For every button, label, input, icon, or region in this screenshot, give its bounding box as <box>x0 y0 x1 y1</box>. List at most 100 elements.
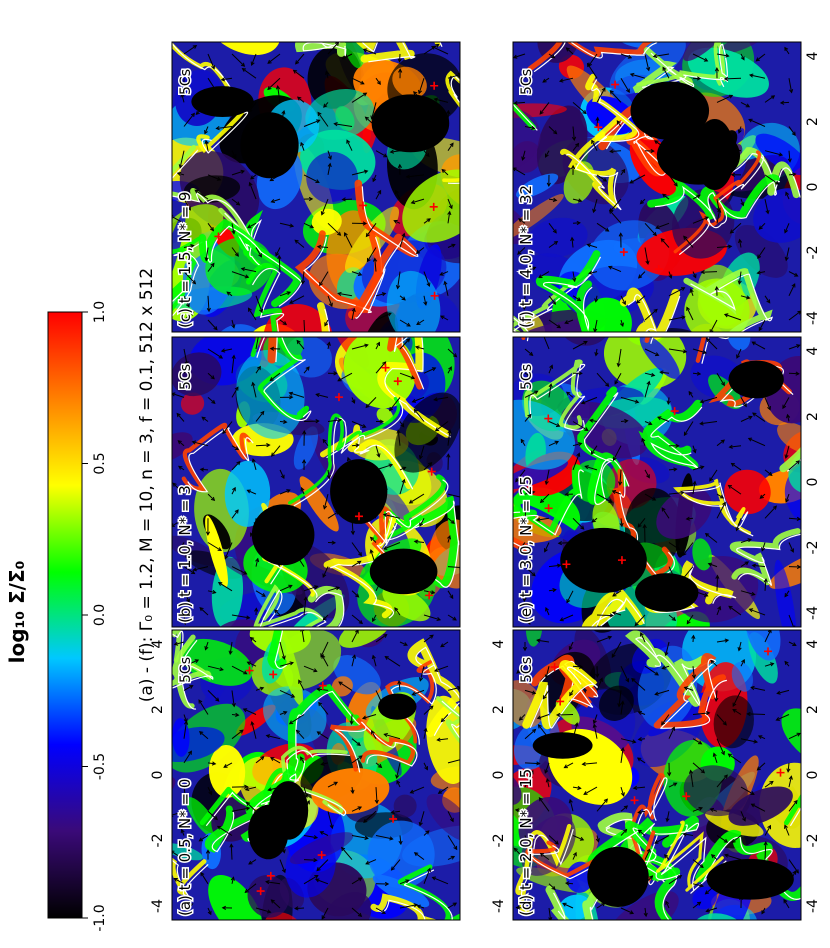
x-tick-label: 0 <box>805 478 821 487</box>
y-tick-label: 2 <box>491 705 507 714</box>
scale-arrow-label: 5Cs <box>178 364 194 390</box>
panel-c-density-map <box>172 42 460 332</box>
sink-particle-marker <box>245 666 254 675</box>
sink-particle-marker <box>670 407 679 416</box>
x-tick-label: -4 <box>805 899 821 913</box>
x-tick-label: 4 <box>805 51 821 60</box>
colorbar-tick-label: -0.5 <box>92 753 108 780</box>
panel-e: (e) t = 3.0, N* = 25 5Cs -4 -2 0 2 4 <box>512 336 821 628</box>
x-tick-label: -4 <box>805 606 821 620</box>
sink-particle-marker <box>611 80 620 89</box>
sink-particle-marker <box>266 871 275 880</box>
colorbar-tick-label: 0.0 <box>92 604 108 626</box>
sink-particle-marker <box>427 467 436 476</box>
y-tick-label: 2 <box>150 705 166 714</box>
x-tick-label: -2 <box>805 834 821 848</box>
sink-particle-marker <box>544 414 553 423</box>
panel-b-density-map <box>172 337 460 627</box>
figure-suptitle: (a) - (f): Γ₀ = 1.2, M = 10, n = 3, f = … <box>137 268 157 702</box>
sink-particle-marker <box>764 647 773 656</box>
x-tick-label: 4 <box>805 346 821 355</box>
sink-particle-marker <box>556 697 565 706</box>
panel-f-density-map <box>513 42 801 332</box>
sink-particle-marker <box>393 377 402 386</box>
x-tick-label: 2 <box>805 117 821 126</box>
panels: (a) t = 0.5, N* = 0 5Cs -4 -2 0 2 4 (b) t = 1.0… <box>150 41 821 921</box>
sink-particle-marker <box>630 796 639 805</box>
sink-particle-marker <box>430 291 439 300</box>
colorbar: -1.0 -0.5 0.0 0.5 1.0 log₁₀ Σ/Σ₀ <box>5 301 108 932</box>
y-tick-label: -2 <box>150 834 166 848</box>
panel-b: (b) t = 1.0, N* = 3 5Cs <box>171 336 461 628</box>
sink-particle-marker <box>430 81 439 90</box>
sink-particle-marker <box>562 560 571 569</box>
panel-frame <box>171 336 461 628</box>
scale-arrow-label: 5Cs <box>178 69 194 95</box>
panel-d-label: (d) t = 2.0, N* = 15 <box>517 769 535 916</box>
sink-particle-marker <box>389 814 398 823</box>
panel-f-label: (f) t = 4.0, N* = 32 <box>517 185 535 328</box>
sink-particle-marker <box>381 363 390 372</box>
panel-d-density-map <box>513 630 801 920</box>
x-tick-label: -2 <box>805 541 821 555</box>
panel-a-label: (a) t = 0.5, N* = 0 <box>176 779 194 916</box>
y-tick-label: 4 <box>150 639 166 648</box>
panel-e-density-map <box>513 337 801 627</box>
colorbar-tick-label: -1.0 <box>92 904 108 931</box>
x-tick-label: 2 <box>805 412 821 421</box>
x-tick-label: -4 <box>805 311 821 325</box>
sink-particle-marker <box>550 663 559 672</box>
sink-particle-marker <box>318 681 327 690</box>
sink-particle-marker <box>256 887 265 896</box>
panel-e-label: (e) t = 3.0, N* = 25 <box>517 476 535 623</box>
panel-frame <box>171 629 461 921</box>
scale-arrow-label: 5Cs <box>519 69 535 95</box>
panel-d: (d) t = 2.0, N* = 15 5Cs -4 -2 0 2 4 -4 -2 0 2 4 <box>491 629 821 921</box>
scale-arrow-label: 5Cs <box>519 657 535 683</box>
sink-particle-marker <box>682 792 691 801</box>
scale-arrow-label: 5Cs <box>519 364 535 390</box>
sink-particle-marker <box>776 768 785 777</box>
colorbar-label: log₁₀ Σ/Σ₀ <box>5 561 29 664</box>
panel-b-label: (b) t = 1.0, N* = 3 <box>176 485 194 623</box>
sink-particle-marker <box>358 201 367 210</box>
y-tick-label: -4 <box>491 899 507 913</box>
panel-frame <box>512 336 802 628</box>
sink-particle-marker <box>594 123 603 132</box>
y-tick-label: -2 <box>491 834 507 848</box>
sink-particle-marker <box>429 202 438 211</box>
sink-particle-marker <box>654 265 663 274</box>
sink-particle-marker <box>354 512 363 521</box>
colorbar-tick-label: 0.5 <box>92 452 108 474</box>
colorbar-tick-label: 1.0 <box>92 301 108 323</box>
colorbar-ticks: -1.0 -0.5 0.0 0.5 1.0 <box>82 301 108 932</box>
sink-particle-marker <box>617 556 626 565</box>
panel-frame <box>512 41 802 333</box>
panel-f: (f) t = 4.0, N* = 32 5Cs -4 -2 0 2 4 <box>512 41 821 333</box>
sink-particle-marker <box>269 670 278 679</box>
sink-particle-marker <box>619 248 628 257</box>
panel-frame <box>171 41 461 333</box>
scale-arrow-label: 5Cs <box>178 657 194 683</box>
panel-frame <box>512 629 802 921</box>
x-tick-label: 4 <box>805 639 821 648</box>
y-tick-label: 0 <box>491 771 507 780</box>
x-tick-label: 0 <box>805 183 821 192</box>
sink-particle-marker <box>317 851 326 860</box>
sink-particle-marker <box>334 393 343 402</box>
sink-particle-marker <box>425 591 434 600</box>
y-tick-label: -4 <box>150 899 166 913</box>
y-tick-label: 4 <box>491 639 507 648</box>
panel-c: (c) t = 1.5, N* = 9 5Cs <box>171 41 461 333</box>
panel-a: (a) t = 0.5, N* = 0 5Cs -4 -2 0 2 4 <box>150 629 461 921</box>
sink-particle-marker <box>214 232 223 241</box>
colorbar-bar <box>47 311 83 919</box>
x-tick-label: 2 <box>805 705 821 714</box>
sink-particle-marker <box>544 504 553 513</box>
y-tick-label: 0 <box>150 771 166 780</box>
x-tick-label: 0 <box>805 771 821 780</box>
panel-c-label: (c) t = 1.5, N* = 9 <box>176 192 194 328</box>
panel-a-density-map <box>172 630 460 920</box>
x-tick-label: -2 <box>805 246 821 260</box>
